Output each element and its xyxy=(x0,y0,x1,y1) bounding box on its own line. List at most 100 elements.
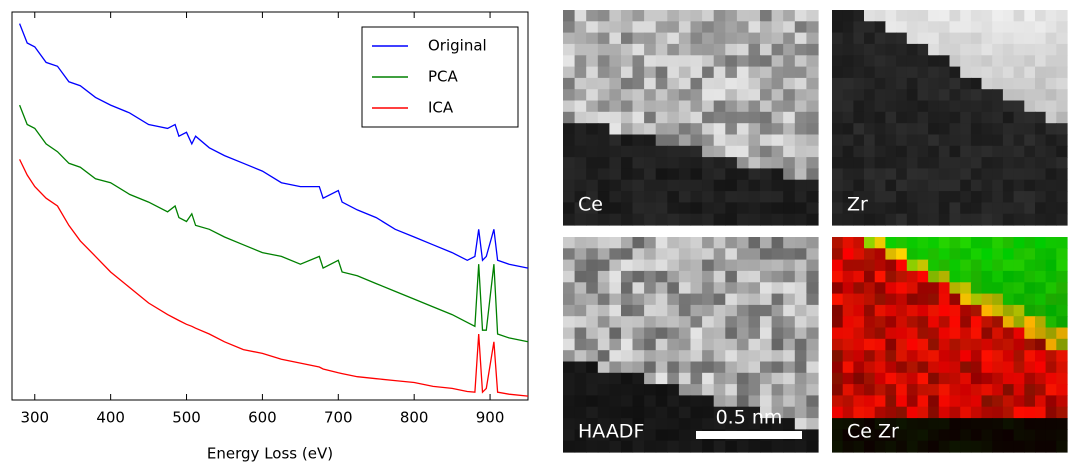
image-pixel xyxy=(832,191,844,203)
image-pixel xyxy=(644,202,657,215)
scale-bar-label: 0.5 nm xyxy=(716,407,783,429)
image-pixel xyxy=(678,10,692,22)
image-pixel xyxy=(609,406,622,419)
image-pixel xyxy=(1024,77,1036,90)
image-pixel xyxy=(563,145,576,158)
image-pixel xyxy=(960,123,972,136)
image-pixel xyxy=(678,350,692,363)
image-pixel xyxy=(736,179,750,192)
image-pixel xyxy=(748,32,761,45)
image-pixel xyxy=(885,213,897,226)
image-pixel xyxy=(949,237,961,249)
image-pixel xyxy=(1002,66,1015,79)
image-pixel xyxy=(725,123,738,136)
image-pixel xyxy=(928,406,940,419)
image-pixel xyxy=(917,179,929,192)
image-pixel xyxy=(1045,429,1057,442)
image-pixel xyxy=(981,270,993,283)
image-pixel xyxy=(713,179,726,192)
image-pixel xyxy=(832,248,844,261)
image-pixel xyxy=(917,168,929,181)
image-pixel xyxy=(667,89,680,102)
image-pixel xyxy=(736,10,750,22)
image-pixel xyxy=(981,43,993,56)
image-pixel xyxy=(1035,123,1047,136)
image-pixel xyxy=(678,179,692,192)
image-pixel xyxy=(842,32,854,45)
image-pixel xyxy=(806,145,819,158)
image-pixel xyxy=(678,111,692,124)
image-pixel xyxy=(896,259,908,272)
image-pixel xyxy=(864,202,876,215)
image-pixel xyxy=(832,157,844,169)
image-pixel xyxy=(655,32,668,45)
image-pixel xyxy=(586,259,599,272)
image-pixel xyxy=(896,440,908,453)
image-pixel xyxy=(621,213,634,226)
image-pixel xyxy=(864,10,876,22)
image-pixel xyxy=(748,338,761,351)
image-pixel xyxy=(574,304,587,317)
image-pixel xyxy=(563,395,576,408)
image-pixel xyxy=(938,259,951,272)
image-pixel xyxy=(864,350,876,363)
image-pixel xyxy=(1002,89,1015,102)
image-pixel xyxy=(794,293,807,306)
image-pixel xyxy=(1056,213,1068,226)
image-pixel xyxy=(783,259,796,272)
image-pixel xyxy=(655,43,668,56)
image-pixel xyxy=(632,338,645,351)
image-pixel xyxy=(981,395,993,408)
image-pixel xyxy=(1045,270,1057,283)
image-pixel xyxy=(1024,134,1036,147)
image-pixel xyxy=(949,327,961,340)
image-pixel xyxy=(928,293,940,306)
image-pixel xyxy=(949,304,961,317)
image-pixel xyxy=(992,43,1004,56)
image-pixel xyxy=(896,89,908,102)
image-pixel xyxy=(678,157,692,169)
image-pixel xyxy=(736,191,750,203)
image-pixel xyxy=(981,202,993,215)
image-pixel xyxy=(563,32,576,45)
image-pixel xyxy=(970,157,983,169)
image-pixel xyxy=(690,32,703,45)
image-pixel xyxy=(794,270,807,283)
x-tick-label: 600 xyxy=(248,409,277,427)
image-pixel xyxy=(783,32,796,45)
image-pixel xyxy=(842,304,854,317)
image-pixel xyxy=(725,406,738,419)
image-pixel xyxy=(992,372,1004,385)
image-pixel xyxy=(1024,372,1036,385)
image-pixel xyxy=(748,100,761,113)
image-pixel xyxy=(874,191,886,203)
image-pixel xyxy=(896,145,908,158)
image-pixel xyxy=(702,372,715,385)
image-pixel xyxy=(938,395,951,408)
image-pixel xyxy=(748,145,761,158)
image-pixel xyxy=(1002,338,1015,351)
image-pixel xyxy=(621,66,634,79)
image-pixel xyxy=(949,440,961,453)
image-pixel xyxy=(842,395,854,408)
image-pixel xyxy=(1024,111,1036,124)
image-pixel xyxy=(1013,157,1025,169)
image-pixel xyxy=(842,202,854,215)
image-pixel xyxy=(655,66,668,79)
image-pixel xyxy=(609,77,622,90)
image-pixel xyxy=(609,168,622,181)
image-pixel xyxy=(949,134,961,147)
image-pixel xyxy=(992,32,1004,45)
image-pixel xyxy=(748,21,761,34)
image-pixel xyxy=(702,304,715,317)
image-pixel xyxy=(713,213,726,226)
image-pixel xyxy=(896,179,908,192)
image-pixel xyxy=(609,304,622,317)
image-pixel xyxy=(713,440,726,453)
image-pixel xyxy=(725,304,738,317)
image-pixel xyxy=(806,123,819,136)
image-pixel xyxy=(1002,179,1015,192)
image-pixel xyxy=(896,202,908,215)
image-pixel xyxy=(1002,123,1015,136)
image-pixel xyxy=(725,327,738,340)
